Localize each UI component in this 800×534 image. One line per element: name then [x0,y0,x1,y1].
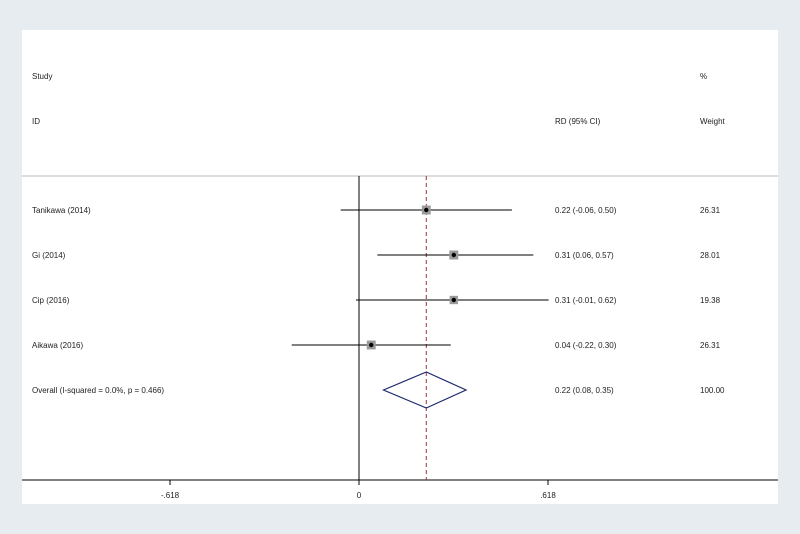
x-tick-label: 0 [357,491,362,500]
point-estimate [424,207,429,213]
plot-panel: Study ID RD (95% CI) % Weight Tanikawa (… [22,30,778,504]
header-percent: % [700,72,707,81]
study-row: Aikawa (2016) 0.04 (-0.22, 0.30) 26.31 [32,340,721,350]
header-ci: RD (95% CI) [555,117,601,126]
weight-text: 26.31 [700,206,721,215]
study-row: Tanikawa (2014) 0.22 (-0.06, 0.50) 26.31 [32,205,721,215]
study-label: Aikawa (2016) [32,341,83,350]
point-estimate [451,297,457,303]
ci-text: 0.22 (-0.06, 0.50) [555,206,617,215]
ci-text: 0.04 (-0.22, 0.30) [555,341,617,350]
overall-label: Overall (I-squared = 0.0%, p = 0.466) [32,386,164,395]
weight-text: 19.38 [700,296,721,305]
study-label: Tanikawa (2014) [32,206,91,215]
study-rows: Tanikawa (2014) 0.22 (-0.06, 0.50) 26.31 Gi… [32,205,721,350]
point-estimate [451,252,457,258]
x-tick-label: .618 [540,491,556,500]
forest-plot: Study ID RD (95% CI) % Weight Tanikawa (… [22,72,778,500]
overall-weight-text: 100.00 [700,386,725,395]
study-label: Gi (2014) [32,251,66,260]
ci-text: 0.31 (-0.01, 0.62) [555,296,617,305]
header-id: ID [32,117,40,126]
x-axis-ticks: -.618 0 .618 [161,480,556,500]
overall-diamond [381,371,468,409]
header-weight: Weight [700,117,726,126]
point-estimate [369,342,374,348]
header-study: Study [32,72,52,81]
overall-ci-text: 0.22 (0.08, 0.35) [555,386,614,395]
study-row: Gi (2014) 0.31 (0.06, 0.57) 28.01 [32,250,721,260]
overall-row: Overall (I-squared = 0.0%, p = 0.466) 0.2… [32,371,725,409]
ci-text: 0.31 (0.06, 0.57) [555,251,614,260]
x-tick-label: -.618 [161,491,180,500]
weight-text: 26.31 [700,341,721,350]
study-label: Cip (2016) [32,296,70,305]
weight-text: 28.01 [700,251,721,260]
study-row: Cip (2016) 0.31 (-0.01, 0.62) 19.38 [32,295,721,305]
